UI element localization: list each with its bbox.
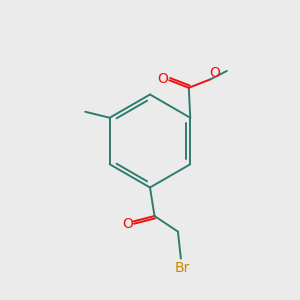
Text: O: O: [209, 66, 220, 80]
Text: Br: Br: [175, 261, 190, 275]
Text: O: O: [122, 218, 133, 231]
Text: O: O: [157, 72, 168, 86]
